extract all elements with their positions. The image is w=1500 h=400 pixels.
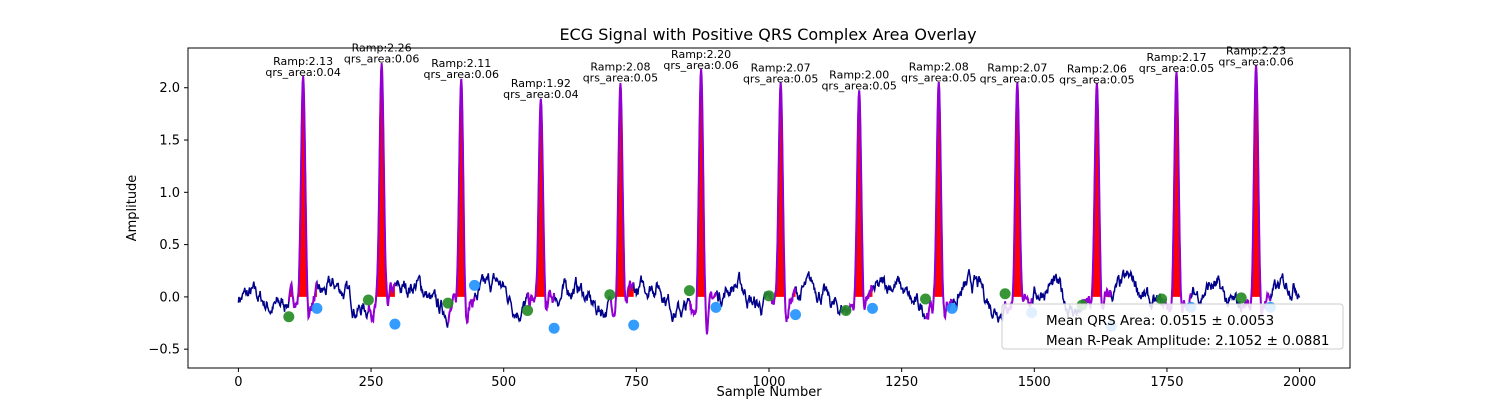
- qrs-area-label-2: qrs_area:0.06: [344, 53, 419, 66]
- r-amplitude-label-3: Ramp:2.11: [431, 57, 491, 70]
- r-amplitude-label-11: Ramp:2.06: [1067, 62, 1127, 75]
- s-point-marker-7: [790, 309, 802, 321]
- qrs-area-fill-10: [1005, 82, 1032, 297]
- x-axis-label: Sample Number: [716, 385, 822, 400]
- qrs-area-label-3: qrs_area:0.06: [424, 68, 499, 81]
- qrs-area-label-4: qrs_area:0.04: [503, 88, 578, 101]
- q-point-marker-2: [362, 294, 374, 306]
- s-point-marker-5: [628, 319, 640, 331]
- qrs-area-label-7: qrs_area:0.05: [743, 72, 818, 85]
- y-tick-label-1: 0.0: [159, 290, 180, 305]
- legend-entry-qrs-area: Mean QRS Area: 0.0515 ± 0.0053: [1046, 313, 1274, 329]
- q-point-marker-3: [442, 297, 454, 309]
- q-point-marker-13: [1235, 292, 1247, 304]
- qrs-segment-2: [367, 63, 396, 324]
- qrs-segment-5: [608, 83, 635, 318]
- s-point-marker-1: [311, 302, 323, 314]
- qrs-segment-9: [924, 81, 954, 321]
- qrs-area-fill-2: [368, 63, 395, 297]
- qrs-area-label-8: qrs_area:0.05: [821, 80, 896, 93]
- qrs-area-label-10: qrs_area:0.05: [980, 72, 1055, 85]
- x-tick-label-4: 1000: [752, 375, 785, 390]
- qrs-area-fill-9: [925, 82, 953, 297]
- r-amplitude-label-8: Ramp:2.00: [829, 69, 889, 82]
- r-amplitude-label-6: Ramp:2.20: [671, 48, 731, 61]
- legend-entry-r-peak: Mean R-Peak Amplitude: 2.1052 ± 0.0881: [1046, 333, 1330, 349]
- x-tick-label-6: 1500: [1018, 375, 1051, 390]
- r-amplitude-label-7: Ramp:2.07: [751, 61, 811, 74]
- x-tick-label-0: 0: [234, 375, 242, 390]
- qrs-area-fill-13: [1241, 65, 1271, 297]
- qrs-area-label-5: qrs_area:0.05: [583, 71, 658, 84]
- y-tick-label-0: −0.5: [148, 343, 180, 358]
- qrs-area-fill-12: [1161, 71, 1191, 297]
- q-point-marker-9: [920, 293, 932, 305]
- qrs-area-label-6: qrs_area:0.06: [663, 59, 738, 72]
- y-tick-label-3: 1.0: [159, 186, 180, 201]
- qrs-area-label-1: qrs_area:0.04: [265, 66, 340, 79]
- qrs-segment-11: [1081, 83, 1113, 311]
- qrs-area-fill-3: [447, 78, 475, 297]
- qrs-area-label-9: qrs_area:0.05: [901, 71, 976, 84]
- qrs-segment-4: [526, 98, 556, 312]
- qrs-segment-6: [688, 69, 717, 335]
- annotations: Ramp:2.13qrs_area:0.04Ramp:2.26qrs_area:…: [265, 42, 1293, 102]
- q-point-marker-5: [604, 289, 616, 301]
- s-point-marker-4: [548, 322, 560, 334]
- r-amplitude-label-1: Ramp:2.13: [273, 55, 333, 68]
- plot-area: [237, 63, 1301, 335]
- r-amplitude-label-10: Ramp:2.07: [987, 61, 1047, 74]
- qrs-area-fill-8: [845, 90, 873, 297]
- q-point-marker-8: [840, 304, 852, 316]
- x-tick-label-7: 1750: [1150, 375, 1183, 390]
- qrs-area-label-13: qrs_area:0.06: [1218, 56, 1293, 69]
- y-tick-label-4: 1.5: [159, 134, 180, 149]
- y-tick-label-2: 0.5: [159, 238, 180, 253]
- q-point-marker-6: [683, 285, 695, 297]
- s-point-marker-2: [389, 318, 401, 330]
- y-tick-label-5: 2.0: [159, 81, 180, 96]
- axes: 0 250 500 750 1000 1250 1500 1750 2000 −0.5 0.0 0.5…: [148, 81, 1316, 390]
- s-point-marker-6: [710, 301, 722, 313]
- x-tick-label-1: 250: [359, 375, 384, 390]
- qrs-segment-1: [287, 76, 318, 322]
- q-point-marker-10: [999, 288, 1011, 300]
- x-tick-label-2: 500: [491, 375, 516, 390]
- r-amplitude-label-5: Ramp:2.08: [590, 60, 650, 73]
- qrs-area-label-12: qrs_area:0.05: [1139, 62, 1214, 75]
- q-point-marker-12: [1156, 293, 1168, 305]
- y-axis-label: Amplitude: [125, 175, 140, 242]
- qrs-area-fill-4: [527, 98, 555, 297]
- q-point-marker-4: [522, 304, 534, 316]
- x-tick-label-8: 2000: [1283, 375, 1316, 390]
- s-point-marker-9: [946, 302, 958, 314]
- r-amplitude-label-9: Ramp:2.08: [909, 60, 969, 73]
- qrs-area-label-11: qrs_area:0.05: [1059, 73, 1134, 86]
- qrs-area-fill-1: [288, 76, 317, 297]
- legend-box: [1001, 303, 1344, 350]
- s-point-marker-3: [469, 279, 481, 291]
- s-point-marker-8: [866, 302, 878, 314]
- qrs-segment-7: [768, 82, 797, 323]
- r-amplitude-label-4: Ramp:1.92: [511, 77, 571, 90]
- qrs-area-fill-11: [1082, 83, 1112, 297]
- r-amplitude-label-12: Ramp:2.17: [1146, 51, 1206, 64]
- x-tick-label-3: 750: [624, 375, 649, 390]
- q-point-marker-7: [763, 290, 775, 302]
- chart-title: ECG Signal with Positive QRS Complex Are…: [559, 25, 976, 44]
- x-tick-label-5: 1250: [885, 375, 918, 390]
- q-point-marker-1: [283, 311, 295, 323]
- legend: Mean QRS Area: 0.0515 ± 0.0053 Mean R-Pe…: [1001, 303, 1344, 350]
- qrs-segment-8: [844, 90, 874, 315]
